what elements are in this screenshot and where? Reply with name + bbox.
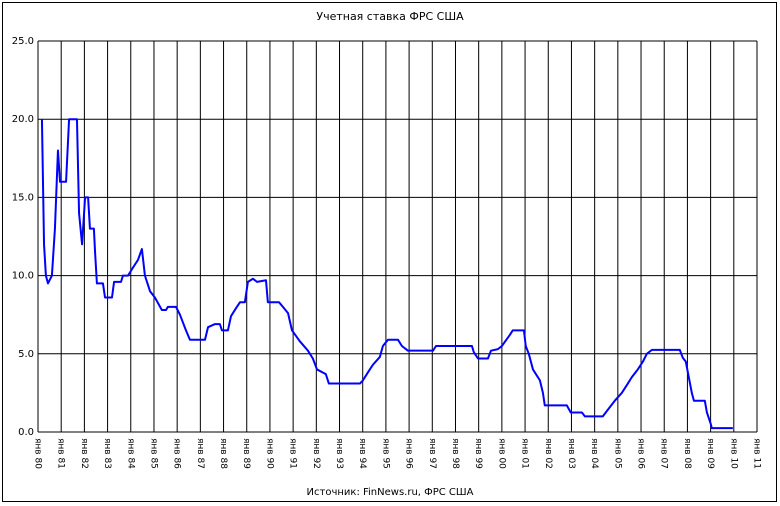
x-tick-label: янв 00 [496, 438, 506, 469]
x-tick-label: янв 99 [473, 438, 483, 469]
x-tick-label: янв 04 [589, 438, 599, 469]
x-tick-label: янв 95 [380, 438, 390, 469]
x-tick-label: янв 06 [636, 438, 646, 469]
x-tick-label: янв 80 [33, 438, 43, 469]
y-tick-label: 25.0 [12, 36, 34, 47]
x-tick-label: янв 98 [450, 438, 460, 469]
x-tick-label: янв 83 [102, 438, 112, 469]
x-tick-label: янв 84 [125, 438, 135, 469]
x-tick-label: янв 09 [705, 438, 715, 469]
x-tick-label: янв 05 [612, 438, 622, 469]
x-tick-label: янв 07 [659, 438, 669, 469]
x-tick-label: янв 92 [311, 438, 321, 469]
x-tick-label: янв 93 [334, 438, 344, 469]
x-tick-label: янв 85 [148, 438, 158, 469]
y-tick-label: 20.0 [12, 114, 34, 125]
y-tick-label: 15.0 [12, 192, 34, 203]
x-tick-label: янв 94 [357, 438, 367, 469]
x-tick-label: янв 86 [172, 438, 182, 469]
x-tick-label: янв 96 [404, 438, 414, 469]
x-tick-label: янв 08 [682, 438, 692, 469]
x-tick-label: янв 90 [264, 438, 274, 469]
x-tick-label: янв 88 [218, 438, 228, 469]
x-tick-label: янв 02 [543, 438, 553, 469]
source-note: Источник: FinNews.ru, ФРС США [307, 487, 474, 498]
y-tick-label: 10.0 [12, 271, 34, 282]
x-tick-label: янв 97 [427, 438, 437, 469]
data-line [40, 118, 733, 430]
x-tick-label: янв 89 [241, 438, 251, 469]
chart-title: Учетная ставка ФРС США [316, 10, 464, 23]
y-tick-label: 0.0 [18, 427, 34, 438]
x-tick-label: янв 01 [520, 438, 530, 469]
y-tick-label: 5.0 [18, 349, 34, 360]
x-tick-label: янв 82 [79, 438, 89, 469]
x-tick-label: янв 91 [288, 438, 298, 469]
x-tick-label: янв 10 [728, 438, 738, 469]
x-tick-label: янв 03 [566, 438, 576, 469]
x-tick-label: янв 87 [195, 438, 205, 469]
x-tick-label: янв 81 [56, 438, 66, 469]
x-tick-label: янв 11 [752, 438, 762, 469]
